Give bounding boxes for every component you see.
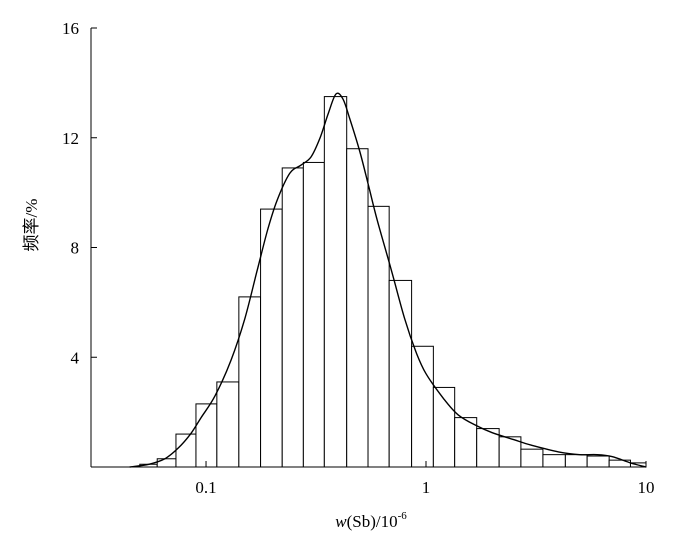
- histogram-bar: [346, 148, 369, 468]
- y-tick-label: 16: [62, 19, 79, 38]
- y-axis-label: 频率/%: [22, 199, 41, 252]
- y-tick-label: 8: [71, 239, 80, 258]
- histogram-bar: [367, 205, 390, 468]
- histogram-bars: [139, 96, 647, 468]
- histogram-bar: [216, 381, 240, 468]
- x-tick-label: 1: [422, 478, 431, 497]
- y-axis-ticks: 4 8 12 16: [62, 19, 97, 367]
- histogram-bar: [542, 454, 566, 468]
- x-tick-label: 10: [638, 478, 655, 497]
- x-axis-ticks: 0.1 1 10: [195, 461, 655, 497]
- histogram-bar: [302, 161, 325, 468]
- histogram-bar: [238, 296, 262, 468]
- histogram-bar: [520, 448, 544, 468]
- histogram-bar: [564, 454, 588, 468]
- histogram-bar: [454, 417, 478, 468]
- x-tick-label: 0.1: [195, 478, 216, 497]
- histogram-bar: [586, 455, 610, 468]
- histogram-bar: [195, 403, 218, 468]
- histogram-bar: [281, 167, 304, 468]
- y-tick-label: 12: [62, 129, 79, 148]
- histogram-bar: [388, 279, 413, 468]
- x-axis-label: w(Sb)/10-6: [335, 510, 407, 531]
- histogram-bar: [260, 208, 283, 468]
- y-tick-label: 4: [71, 348, 80, 367]
- histogram-bar: [156, 458, 177, 468]
- histogram-bar: [323, 96, 348, 468]
- histogram-bar: [411, 345, 434, 468]
- density-curve: [129, 92, 647, 468]
